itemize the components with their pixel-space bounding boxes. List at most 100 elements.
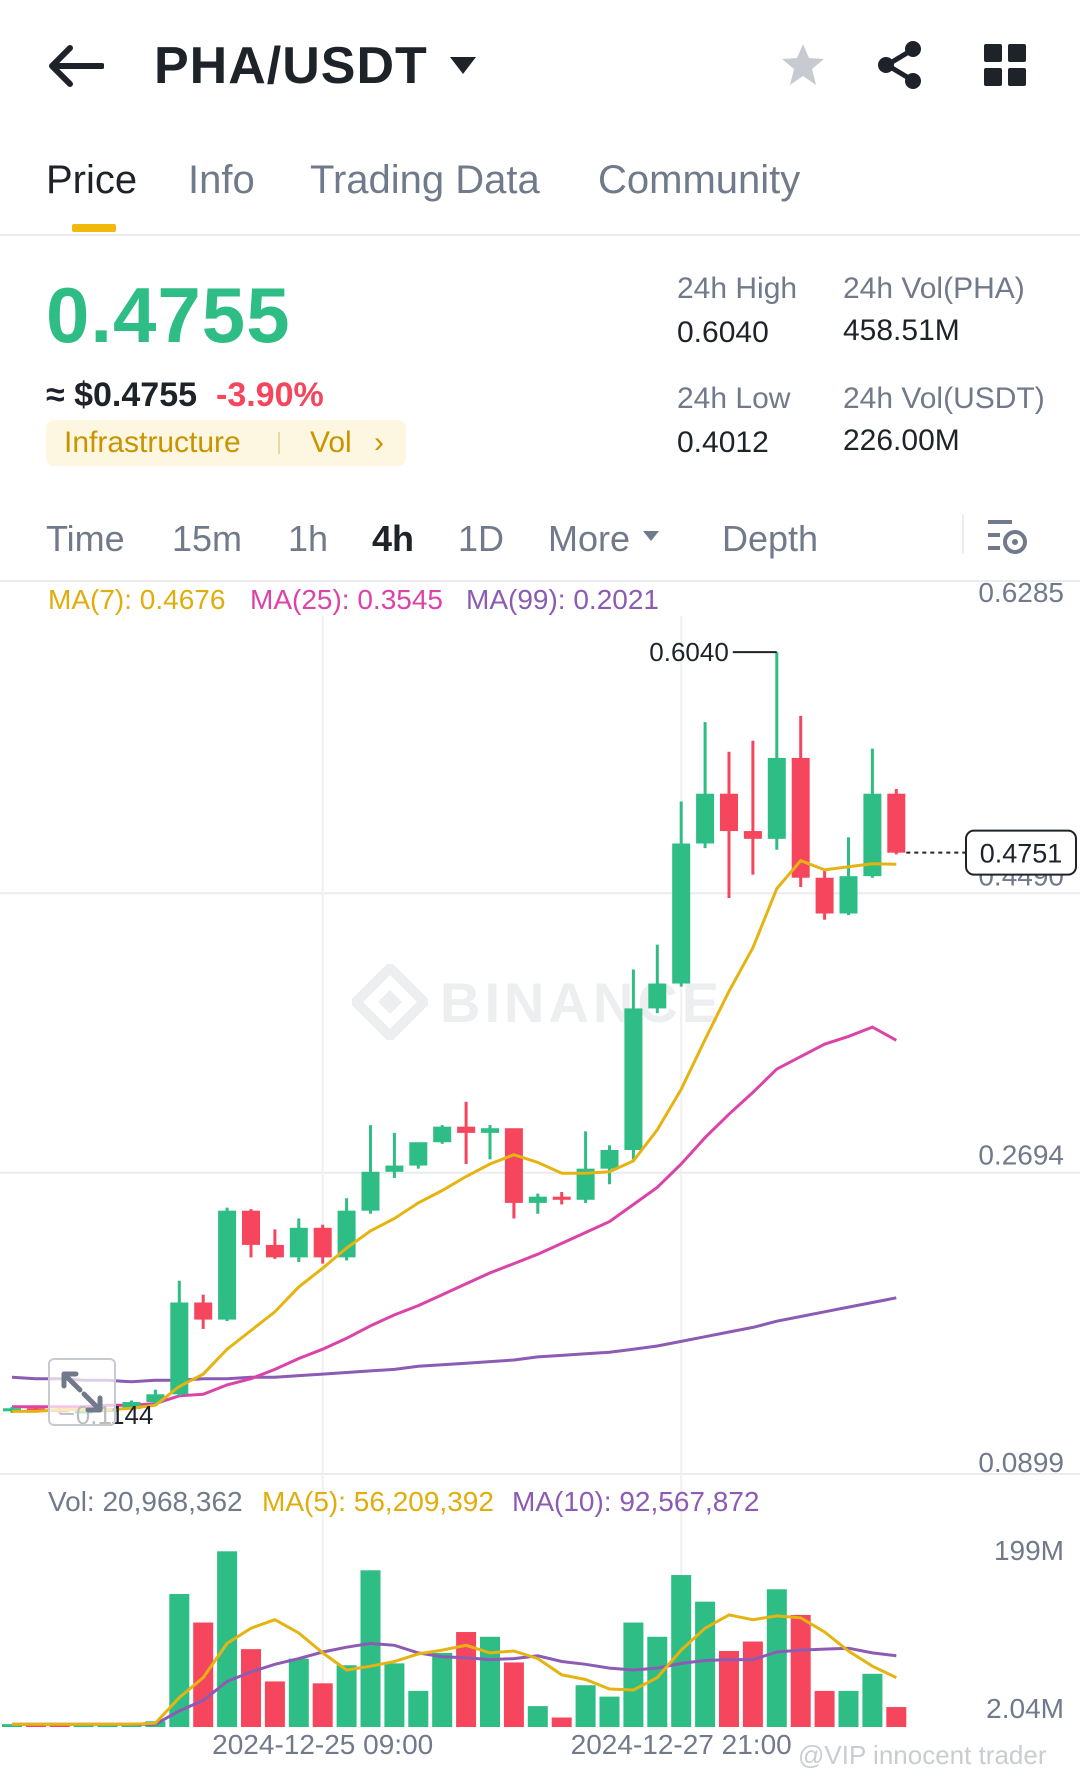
time-axis-label: 2024-12-25 09:00 xyxy=(212,1729,433,1760)
candle-body-down xyxy=(457,1126,476,1133)
grid-icon[interactable] xyxy=(984,44,1026,86)
tf-1d[interactable]: 1D xyxy=(458,518,505,559)
chart-settings-icon[interactable] xyxy=(986,518,1028,558)
volume-bar-up xyxy=(575,1685,596,1727)
candle-body-up xyxy=(409,1142,428,1166)
volume-bar-down xyxy=(456,1632,477,1727)
volume-bar-down xyxy=(719,1651,739,1727)
vol-ma10-legend: MA(10): 92,567,872 xyxy=(512,1486,760,1517)
volume-bar-down xyxy=(886,1707,907,1727)
vol-base-label: 24h Vol(PHA) xyxy=(843,272,1025,305)
caret-down-icon[interactable] xyxy=(642,530,660,542)
candle-body-up xyxy=(696,793,715,844)
candle-body-down xyxy=(504,1128,523,1203)
caret-down-icon[interactable] xyxy=(448,54,478,76)
candle-body-up xyxy=(385,1165,404,1172)
candle-body-up xyxy=(528,1196,547,1203)
time-axis-label: 2024-12-27 21:00 xyxy=(571,1729,792,1760)
volume-bar-up xyxy=(384,1663,405,1727)
star-icon[interactable] xyxy=(780,42,826,88)
price-axis-label: 0.0899 xyxy=(978,1447,1064,1478)
candle-body-up xyxy=(433,1126,452,1143)
tab-community[interactable]: Community xyxy=(598,158,801,202)
candle-body-down xyxy=(791,757,810,878)
candle-body-up xyxy=(863,793,882,877)
candle-body-down xyxy=(552,1196,571,1200)
volume-bar-up xyxy=(623,1622,644,1727)
tf-4h[interactable]: 4h xyxy=(372,518,415,559)
active-tab-indicator xyxy=(72,224,116,232)
volume-bar-down xyxy=(264,1681,285,1727)
candle-body-up xyxy=(170,1302,189,1395)
share-icon[interactable] xyxy=(876,40,924,90)
tag-vol-label: Vol xyxy=(310,426,352,459)
vol-base-value: 458.51M xyxy=(843,314,960,347)
candle-body-down xyxy=(313,1227,332,1258)
candle-body-down xyxy=(815,877,834,914)
tf-time[interactable]: Time xyxy=(46,518,125,559)
ma25-line xyxy=(12,1025,898,1409)
back-arrow-icon[interactable] xyxy=(48,44,104,88)
volume-bar-up xyxy=(766,1589,787,1727)
vol-ma5-legend: MA(5): 56,209,392 xyxy=(262,1486,494,1517)
volume-bar-down xyxy=(551,1717,572,1727)
tab-trading-data[interactable]: Trading Data xyxy=(310,158,540,202)
volume-bar-up xyxy=(288,1658,309,1727)
high-value: 0.6040 xyxy=(677,316,769,349)
footer-watermark: @VIP innocent trader xyxy=(798,1740,1047,1770)
candle-body-up xyxy=(122,1402,141,1410)
divider xyxy=(962,514,964,554)
tf-more[interactable]: More xyxy=(548,518,631,559)
candle-body-down xyxy=(242,1210,260,1245)
ma99-line xyxy=(11,1296,897,1384)
volume-bar-up xyxy=(217,1551,238,1727)
ma7-line xyxy=(12,858,897,1413)
high-marker-label: 0.6040 xyxy=(649,637,729,667)
volume-bar-down xyxy=(193,1622,214,1727)
volume-bar-up xyxy=(838,1690,859,1727)
timeframe-bar: Time 15m 1h 4h 1D More Depth xyxy=(0,500,1080,582)
tf-15m[interactable]: 15m xyxy=(172,518,243,559)
candle-body-down xyxy=(743,831,762,839)
expand-chart-button[interactable] xyxy=(48,1358,116,1426)
tab-info[interactable]: Info xyxy=(188,158,255,202)
volume-bar-down xyxy=(814,1690,835,1727)
vol-ma5-line xyxy=(12,1613,897,1726)
tf-1h[interactable]: 1h xyxy=(288,518,329,559)
volume-bar-up xyxy=(647,1636,668,1727)
section-tabs: Price Info Trading Data Community xyxy=(0,150,1080,236)
volume-bar-down xyxy=(241,1649,261,1727)
candle-body-up xyxy=(672,843,691,984)
candle-body-up xyxy=(624,1008,643,1151)
usd-price: ≈ $0.4755 xyxy=(46,376,198,414)
pair-title[interactable]: PHA/USDT xyxy=(154,37,428,95)
candle-body-up xyxy=(648,983,667,1009)
binance-logo-icon xyxy=(352,964,428,1040)
last-price: 0.4755 xyxy=(46,271,291,359)
volume-bar-down xyxy=(790,1614,811,1727)
tag-divider xyxy=(278,432,280,454)
category-tag[interactable]: Infrastructure Vol › xyxy=(46,420,406,466)
candle-body-up xyxy=(289,1227,308,1258)
candle-body-up xyxy=(3,1408,21,1412)
candle-body-up xyxy=(218,1210,237,1320)
tab-price[interactable]: Price xyxy=(46,158,138,202)
volume-bar-up xyxy=(527,1706,548,1727)
vol-quote-label: 24h Vol(USDT) xyxy=(843,382,1045,415)
volume-axis-label: 199M xyxy=(994,1535,1064,1566)
vol-ma10-line xyxy=(12,1641,897,1726)
candlestick-chart[interactable]: 0.62850.44900.26940.08990.60400.11440.47… xyxy=(0,580,1080,1778)
tag-category-label: Infrastructure xyxy=(64,426,241,459)
tf-depth[interactable]: Depth xyxy=(722,518,819,559)
expand-icon xyxy=(61,1371,103,1413)
current-price-tag xyxy=(965,829,1077,876)
vol-quote-value: 226.00M xyxy=(843,424,960,457)
volume-bar-up xyxy=(862,1673,883,1727)
price-axis-label: 0.6285 xyxy=(978,580,1064,608)
volume-bar-up xyxy=(599,1696,620,1727)
candle-body-up xyxy=(337,1210,356,1258)
ma25-legend: MA(25): 0.3545 xyxy=(250,584,443,615)
current-price-label: 0.4751 xyxy=(980,839,1063,869)
candle-body-up xyxy=(576,1168,595,1200)
high-label: 24h High xyxy=(677,272,798,305)
